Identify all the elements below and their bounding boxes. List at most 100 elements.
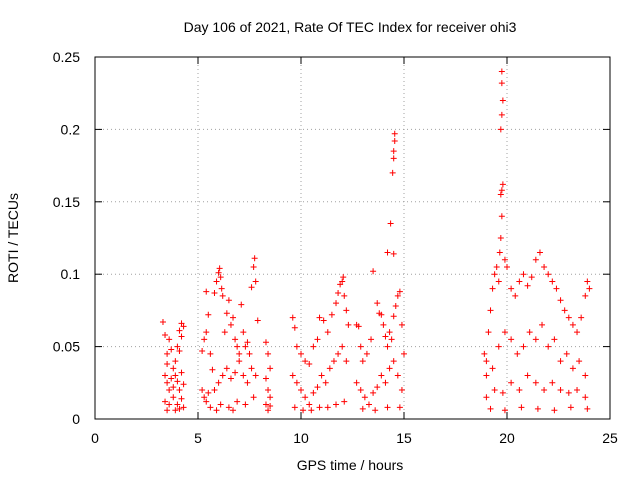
data-point (176, 327, 183, 334)
data-point (242, 401, 249, 408)
data-point (293, 343, 300, 350)
data-point (340, 274, 347, 281)
data-point (310, 389, 317, 396)
data-point (170, 365, 177, 372)
data-point (318, 372, 325, 379)
data-point (324, 404, 331, 411)
data-point (514, 350, 521, 357)
data-point (302, 394, 309, 401)
data-point (164, 350, 171, 357)
data-point (394, 372, 401, 379)
data-point (370, 389, 377, 396)
data-point (561, 307, 568, 314)
data-point (168, 375, 175, 382)
data-point (217, 401, 224, 408)
data-point (339, 278, 346, 285)
data-point (389, 169, 396, 176)
data-point (495, 343, 502, 350)
data-point (207, 404, 214, 411)
data-point (365, 401, 372, 408)
data-point (387, 220, 394, 227)
data-point (576, 358, 583, 365)
data-point (219, 292, 226, 299)
data-point (567, 404, 574, 411)
data-point (498, 187, 505, 194)
data-point (390, 155, 397, 162)
data-point (207, 350, 214, 357)
data-point (298, 387, 304, 394)
data-point (382, 333, 389, 340)
data-point (306, 360, 313, 367)
data-point (170, 384, 177, 391)
x-axis-title: GPS time / hours (297, 457, 404, 473)
data-point (343, 307, 350, 314)
data-point (176, 405, 183, 412)
data-point (250, 394, 257, 401)
data-point (384, 343, 391, 350)
data-point (532, 336, 539, 343)
data-point (501, 329, 508, 336)
data-point (168, 346, 175, 353)
data-point (363, 350, 370, 357)
data-point (199, 347, 206, 354)
data-point (252, 278, 259, 285)
data-point (302, 358, 309, 365)
x-tick-label: 0 (91, 430, 99, 446)
data-point (335, 350, 342, 357)
data-point (508, 336, 515, 343)
data-point (240, 372, 247, 379)
data-point (374, 384, 381, 391)
data-point (262, 339, 269, 346)
x-tick-label: 15 (396, 430, 412, 446)
data-point (495, 278, 502, 285)
data-point (221, 329, 228, 336)
data-point (166, 401, 173, 408)
data-points (159, 68, 593, 414)
data-point (512, 292, 519, 299)
data-point (545, 271, 552, 278)
data-point (291, 324, 298, 331)
data-point (382, 379, 389, 386)
data-point (234, 398, 241, 405)
data-point (230, 407, 237, 414)
data-point (569, 321, 576, 328)
data-point (520, 343, 527, 350)
data-point (565, 389, 572, 396)
data-point (265, 387, 272, 394)
data-point (172, 372, 179, 379)
y-tick-label: 0.1 (61, 266, 81, 282)
data-point (211, 290, 218, 297)
data-point (539, 321, 546, 328)
data-point (267, 365, 274, 372)
data-point (251, 255, 258, 262)
data-point (232, 336, 239, 343)
data-point (238, 301, 245, 308)
data-point (582, 372, 589, 379)
data-point (172, 358, 179, 365)
data-point (216, 265, 223, 272)
data-point (384, 404, 391, 411)
data-point (498, 213, 505, 220)
data-point (557, 358, 564, 365)
data-point (248, 284, 255, 291)
data-point (289, 314, 296, 321)
data-point (534, 405, 541, 412)
data-point (201, 394, 208, 401)
data-point (557, 297, 564, 304)
data-point (516, 387, 523, 394)
data-point (162, 372, 169, 379)
data-point (524, 282, 531, 289)
data-point (370, 268, 377, 275)
data-point (298, 350, 304, 357)
data-point (487, 307, 494, 314)
data-point (174, 378, 181, 385)
data-point (483, 394, 490, 401)
data-point (498, 80, 505, 87)
data-point (584, 405, 591, 412)
data-point (386, 365, 393, 372)
data-point (392, 303, 399, 310)
data-point (201, 336, 208, 343)
data-point (574, 329, 581, 336)
data-point (225, 297, 232, 304)
